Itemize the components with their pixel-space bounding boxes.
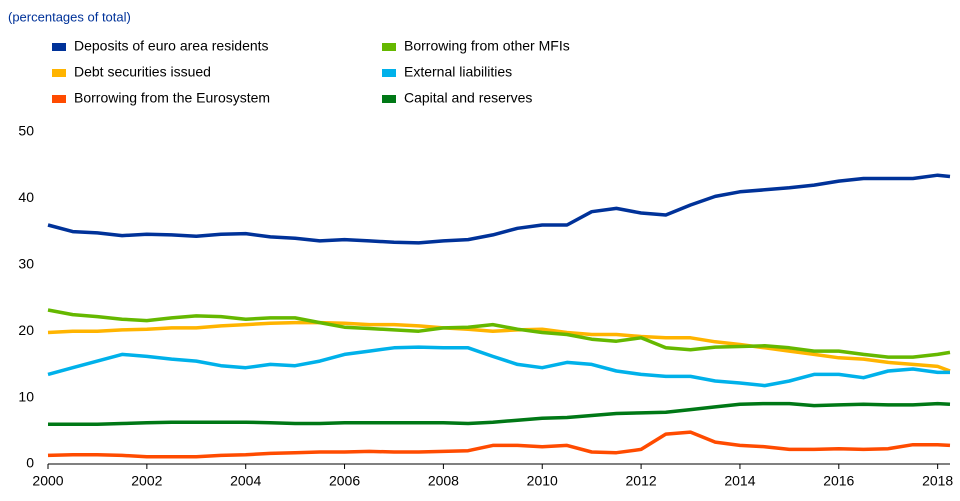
x-tick-label: 2008 bbox=[428, 473, 459, 489]
legend-swatch bbox=[382, 69, 396, 77]
legend-label: Borrowing from other MFIs bbox=[404, 38, 570, 54]
chart-subtitle: (percentages of total) bbox=[8, 9, 131, 24]
y-tick-label: 10 bbox=[18, 388, 34, 404]
x-tick-label: 2012 bbox=[626, 473, 657, 489]
legend-label: External liabilities bbox=[404, 64, 512, 80]
series-line bbox=[47, 173, 951, 245]
series-line bbox=[47, 308, 951, 359]
legend-label: Capital and reserves bbox=[404, 90, 532, 106]
y-tick-label: 20 bbox=[18, 322, 34, 338]
legend-swatch bbox=[382, 43, 396, 51]
x-tick-label: 2014 bbox=[724, 473, 755, 489]
x-tick-label: 2010 bbox=[527, 473, 558, 489]
series-line bbox=[48, 401, 951, 426]
y-tick-label: 40 bbox=[18, 189, 34, 205]
legend-label: Deposits of euro area residents bbox=[74, 38, 269, 54]
series-line bbox=[47, 430, 951, 459]
x-tick-label: 2000 bbox=[32, 473, 63, 489]
y-tick-label: 30 bbox=[18, 256, 34, 272]
x-tick-label: 2018 bbox=[922, 473, 953, 489]
legend-swatch bbox=[52, 69, 66, 77]
legend-label: Debt securities issued bbox=[74, 64, 211, 80]
x-tick-label: 2016 bbox=[823, 473, 854, 489]
x-tick-label: 2004 bbox=[230, 473, 261, 489]
x-tick-label: 2006 bbox=[329, 473, 360, 489]
y-tick-label: 50 bbox=[18, 123, 34, 139]
legend-swatch bbox=[52, 43, 66, 51]
series-line bbox=[47, 345, 950, 388]
legend-label: Borrowing from the Eurosystem bbox=[74, 90, 270, 106]
x-tick-label: 2002 bbox=[131, 473, 162, 489]
y-tick-label: 0 bbox=[26, 455, 34, 471]
legend-swatch bbox=[382, 95, 396, 103]
legend-swatch bbox=[52, 95, 66, 103]
series-line bbox=[47, 320, 951, 373]
